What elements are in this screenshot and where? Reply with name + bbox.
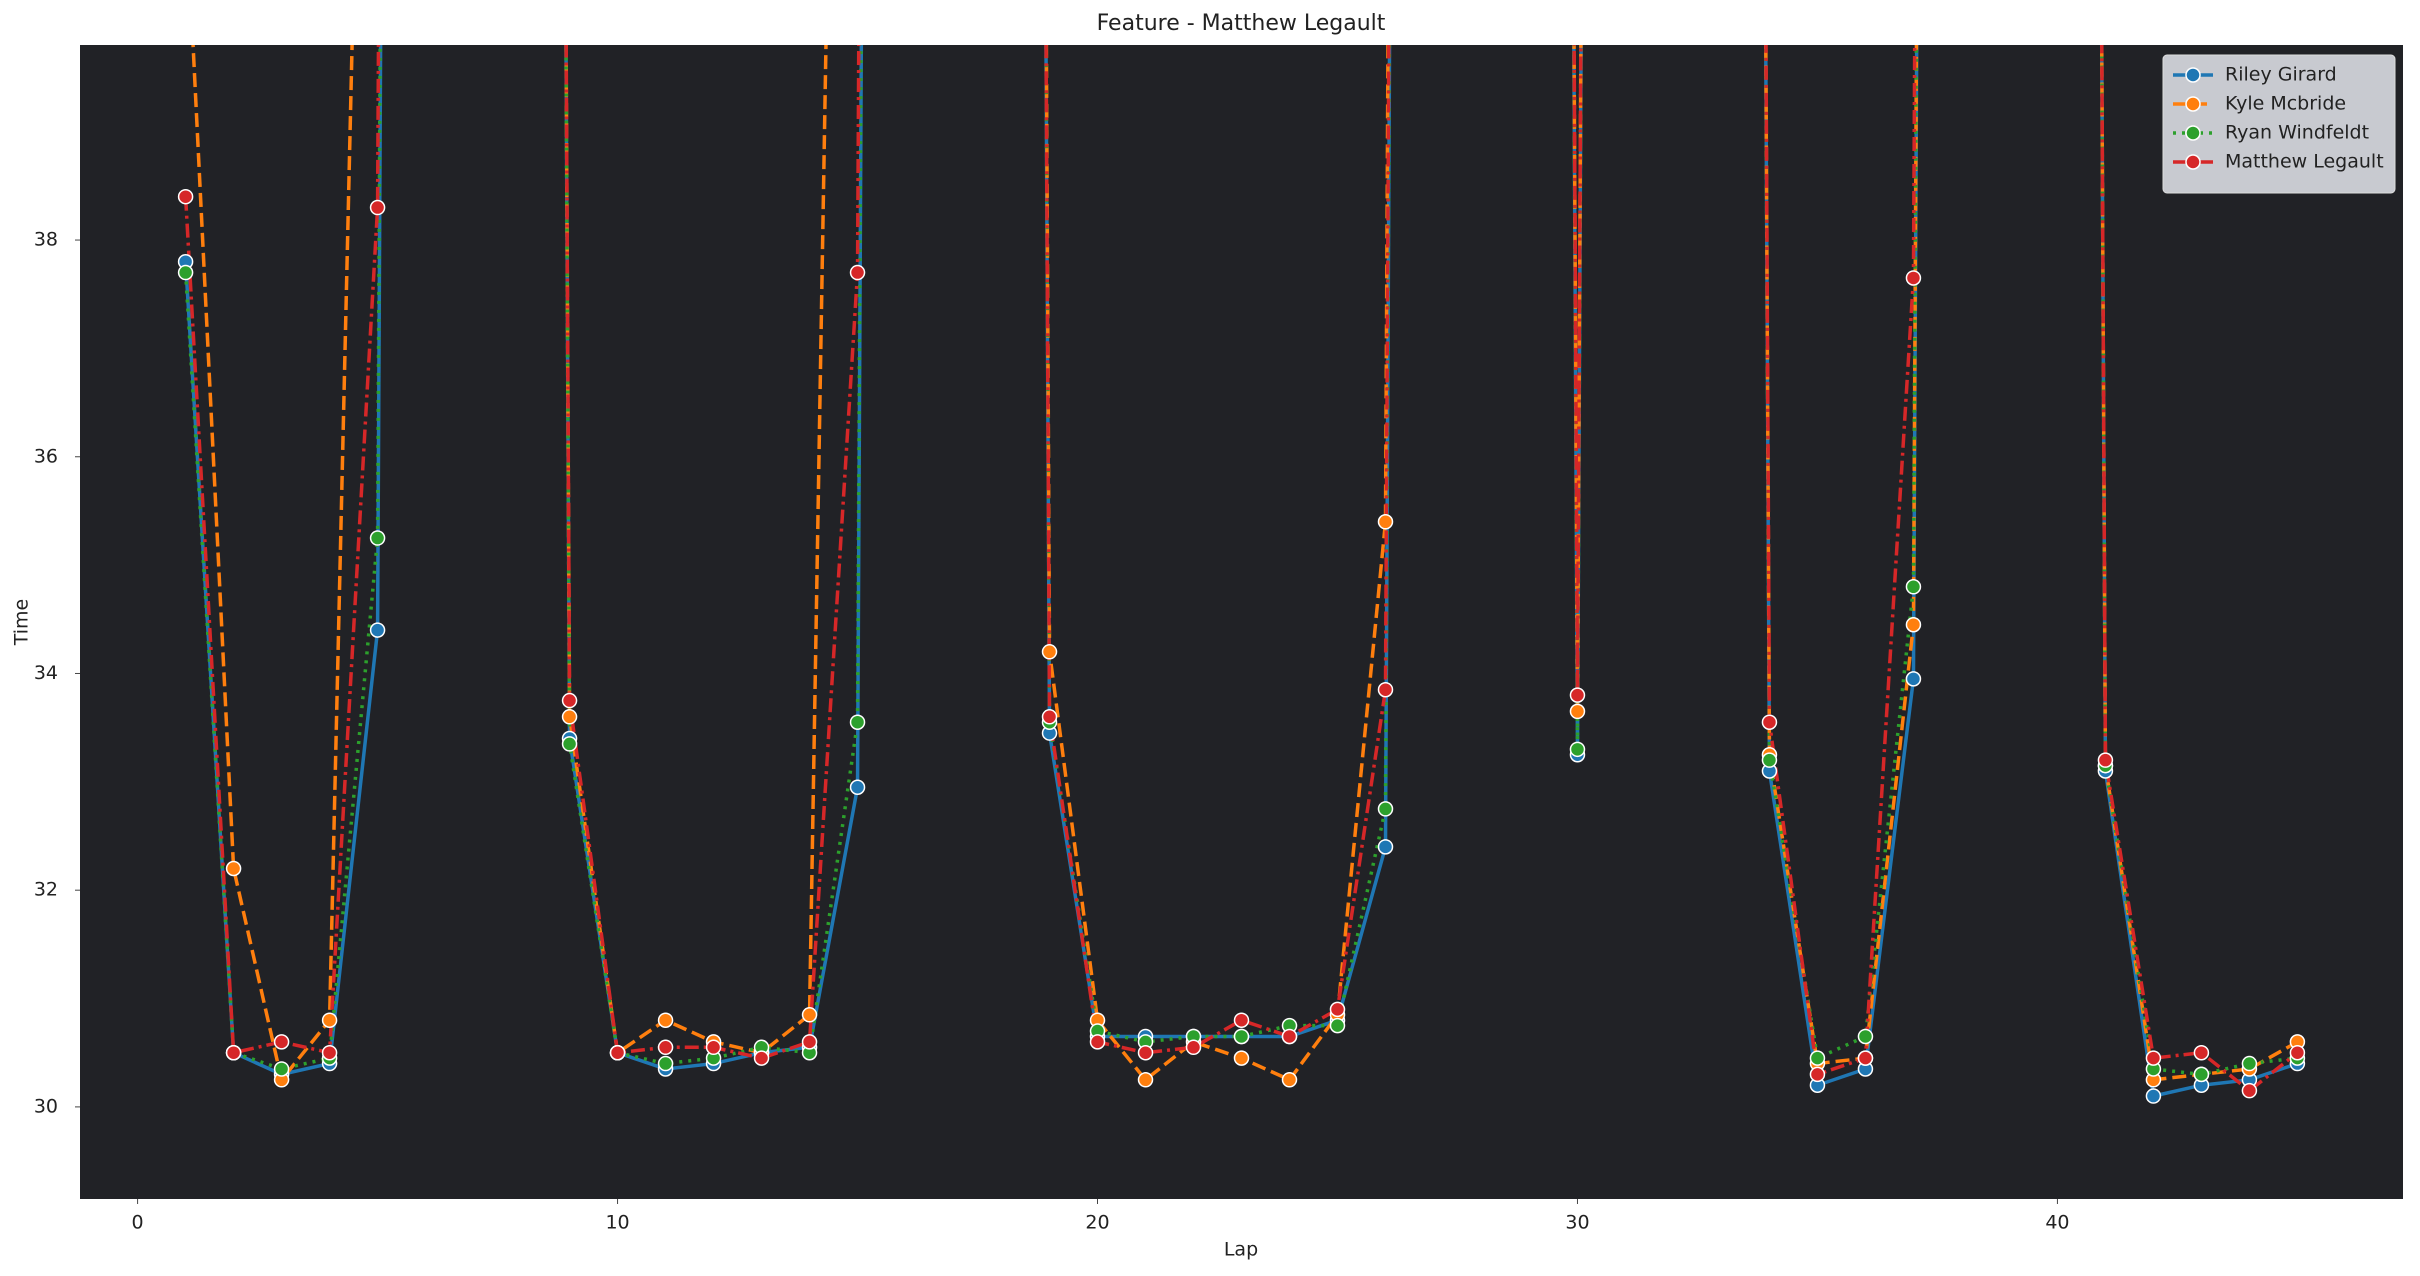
data-point — [273, 1034, 290, 1050]
data-point — [1905, 671, 1922, 687]
y-tick-label: 32 — [34, 879, 58, 901]
y-tick-label: 30 — [34, 1095, 58, 1117]
x-tick-label: 10 — [605, 1212, 629, 1234]
legend-marker — [2185, 96, 2201, 112]
data-point — [1761, 714, 1778, 730]
data-point — [1281, 1028, 1298, 1045]
data-point — [2145, 1050, 2162, 1066]
legend: Riley Girard Kyle Mcbride Ryan Windfeldt Ma… — [2162, 54, 2396, 194]
data-point — [2241, 1055, 2258, 1072]
y-tick-label: 36 — [34, 445, 58, 467]
data-point — [1233, 1028, 1250, 1045]
data-point — [705, 1039, 722, 1056]
data-point — [849, 714, 866, 730]
data-point — [1281, 1072, 1298, 1088]
data-point — [561, 709, 578, 725]
data-point — [2241, 1082, 2258, 1099]
data-point — [1905, 270, 1922, 286]
y-axis-label: Time — [11, 599, 33, 647]
data-point — [1329, 1001, 1346, 1018]
chart-title: Feature - Matthew Legault — [1097, 11, 1386, 36]
data-point — [561, 692, 578, 709]
data-point — [1569, 741, 1586, 758]
data-point — [609, 1044, 626, 1061]
data-point — [753, 1050, 770, 1066]
data-point — [369, 530, 386, 546]
legend-marker — [2185, 154, 2201, 170]
data-point — [657, 1039, 674, 1056]
plot-content — [177, 45, 2306, 1104]
x-tick-label: 0 — [132, 1212, 144, 1234]
data-point — [1041, 644, 1058, 660]
data-point — [561, 736, 578, 752]
data-point — [273, 1061, 290, 1077]
legend-label: Riley Girard — [2225, 64, 2337, 86]
data-point — [321, 1012, 338, 1028]
data-point — [2193, 1066, 2210, 1083]
data-point — [801, 1007, 818, 1023]
data-point — [225, 1044, 242, 1061]
data-point — [1377, 681, 1394, 698]
legend-label: Kyle Mcbride — [2225, 93, 2346, 115]
data-point — [2097, 752, 2114, 768]
data-point — [1233, 1012, 1250, 1028]
x-tick-label: 20 — [1085, 1212, 1109, 1234]
data-point — [177, 264, 194, 281]
data-point — [849, 264, 866, 281]
data-point — [1137, 1044, 1154, 1061]
legend-box — [2162, 54, 2396, 194]
data-point — [1377, 801, 1394, 817]
data-point — [1041, 709, 1058, 725]
data-point — [1857, 1050, 1874, 1066]
data-point — [321, 1044, 338, 1061]
legend-label: Matthew Legault — [2225, 151, 2384, 173]
legend-marker — [2185, 67, 2201, 83]
data-point — [657, 1012, 674, 1028]
data-point — [1233, 1050, 1250, 1066]
data-point — [1089, 1034, 1106, 1050]
data-point — [369, 199, 386, 216]
data-point — [1137, 1072, 1154, 1088]
legend-marker — [2185, 125, 2201, 141]
data-point — [1809, 1050, 1826, 1066]
data-point — [225, 860, 242, 877]
plot-area — [80, 45, 2403, 1199]
data-point — [369, 622, 386, 638]
x-axis-label: Lap — [1224, 1239, 1258, 1261]
data-point — [1569, 687, 1586, 703]
data-point — [1857, 1028, 1874, 1045]
data-point — [1905, 579, 1922, 595]
y-tick-label: 34 — [34, 662, 58, 684]
data-point — [1185, 1039, 1202, 1056]
data-point — [2193, 1044, 2210, 1061]
data-point — [801, 1034, 818, 1050]
data-point — [1809, 1066, 1826, 1083]
data-point — [1905, 616, 1922, 633]
data-point — [1329, 1017, 1346, 1034]
data-point — [1569, 703, 1586, 720]
x-tick-label: 30 — [1565, 1212, 1589, 1234]
data-point — [2289, 1044, 2306, 1061]
y-tick-label: 38 — [34, 229, 58, 251]
legend-label: Ryan Windfeldt — [2225, 122, 2369, 144]
data-point — [1377, 839, 1394, 855]
data-point — [1377, 514, 1394, 530]
x-tick-label: 40 — [2045, 1212, 2069, 1234]
data-point — [849, 779, 866, 795]
data-point — [2145, 1088, 2162, 1104]
data-point — [657, 1055, 674, 1072]
data-point — [1761, 752, 1778, 768]
data-point — [177, 188, 194, 205]
